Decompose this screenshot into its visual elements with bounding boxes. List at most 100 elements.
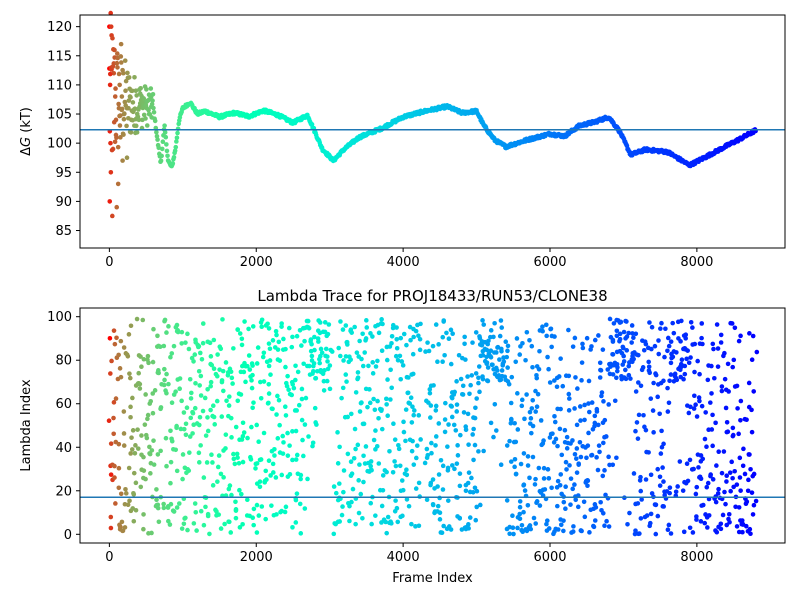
lambda-point — [339, 395, 344, 401]
lambda-point — [277, 358, 283, 363]
lambda-point — [368, 463, 373, 469]
delta-g-point — [149, 101, 155, 107]
lambda-point — [266, 458, 272, 463]
lambda-point — [455, 453, 461, 458]
lambda-point — [385, 514, 391, 520]
lambda-point — [152, 388, 158, 393]
lambda-point — [138, 484, 144, 490]
lambda-point — [166, 324, 171, 329]
delta-g-point — [156, 145, 162, 151]
lambda-point — [661, 378, 666, 384]
lambda-point — [189, 390, 194, 396]
lambda-point — [162, 366, 167, 372]
lambda-point — [214, 373, 220, 379]
lambda-point — [456, 352, 462, 358]
lambda-point — [389, 340, 394, 346]
lambda-point — [454, 402, 460, 407]
lambda-point — [285, 453, 291, 458]
lambda-point — [345, 451, 351, 457]
lambda-point — [502, 374, 508, 380]
lambda-point — [705, 377, 711, 383]
lambda-point — [422, 460, 428, 466]
lambda-point — [147, 444, 152, 450]
lambda-point — [240, 433, 246, 439]
lambda-point — [661, 441, 666, 447]
lambda-point — [318, 346, 324, 352]
lambda-point — [525, 454, 531, 459]
lambda-point — [626, 330, 631, 336]
lambda-x-ticks: 0 2000 4000 6000 8000 — [105, 543, 713, 565]
lambda-point — [245, 363, 250, 369]
lambda-point — [350, 486, 356, 492]
delta-g-point — [115, 181, 121, 187]
lambda-point — [548, 326, 554, 332]
lambda-point — [558, 406, 563, 412]
lambda-point — [433, 443, 438, 448]
lambda-point — [168, 501, 174, 507]
lambda-point — [394, 336, 400, 342]
lambda-point — [458, 376, 464, 382]
lambda-point — [747, 526, 753, 532]
lambda-point — [134, 316, 140, 322]
lambda-point — [362, 350, 367, 355]
lambda-point — [210, 460, 215, 465]
lambda-point — [254, 530, 260, 535]
lambda-point — [566, 391, 572, 397]
lambda-point — [671, 330, 677, 336]
lambda-point — [708, 473, 713, 479]
lambda-point — [457, 516, 463, 521]
delta-g-point — [118, 41, 124, 47]
lambda-point — [655, 394, 660, 400]
delta-g-point — [165, 153, 170, 159]
lambda-point — [474, 488, 480, 494]
lambda-point — [293, 377, 298, 383]
lambda-point — [302, 338, 307, 344]
lambda-point — [317, 320, 323, 325]
lambda-panel: Lambda Trace for PROJ18433/RUN53/CLONE38… — [19, 287, 786, 586]
lambda-point — [211, 414, 217, 420]
lambda-point — [536, 465, 542, 471]
lambda-point — [706, 513, 712, 518]
lambda-point — [341, 468, 347, 473]
lambda-point — [481, 448, 486, 454]
lambda-point — [216, 453, 222, 458]
lambda-point — [582, 514, 588, 520]
lambda-point — [698, 453, 704, 458]
lambda-point — [169, 400, 175, 406]
lambda-point — [289, 344, 295, 350]
lambda-point — [231, 456, 237, 462]
lambda-point — [129, 435, 134, 440]
lambda-point — [161, 501, 166, 507]
lambda-point — [340, 504, 345, 509]
lambda-point — [449, 414, 455, 420]
lambda-point — [530, 364, 535, 370]
lambda-point — [287, 471, 293, 477]
lambda-point — [379, 317, 384, 322]
lambda-point — [112, 341, 118, 347]
lambda-point — [242, 319, 247, 324]
lambda-point — [596, 333, 601, 338]
lambda-point — [180, 476, 185, 482]
lambda-point — [401, 419, 406, 425]
lambda-point — [120, 528, 125, 534]
lambda-point — [517, 511, 523, 517]
lambda-point — [507, 531, 512, 537]
lambda-point — [445, 444, 450, 449]
lambda-point — [409, 448, 415, 454]
lambda-point — [228, 415, 234, 421]
lambda-point — [680, 488, 686, 493]
lambda-point — [445, 468, 451, 473]
lambda-point — [155, 452, 161, 457]
lambda-point — [741, 446, 746, 452]
lambda-point — [596, 422, 601, 428]
lambda-point — [719, 384, 725, 389]
lambda-point — [691, 466, 696, 472]
lambda-point — [490, 362, 495, 368]
lambda-point — [655, 513, 661, 519]
lambda-point — [753, 498, 759, 504]
lambda-point — [389, 333, 395, 339]
lambda-point — [221, 388, 226, 394]
lambda-point — [621, 329, 627, 335]
lambda-point — [370, 334, 375, 339]
lambda-point — [687, 457, 693, 463]
